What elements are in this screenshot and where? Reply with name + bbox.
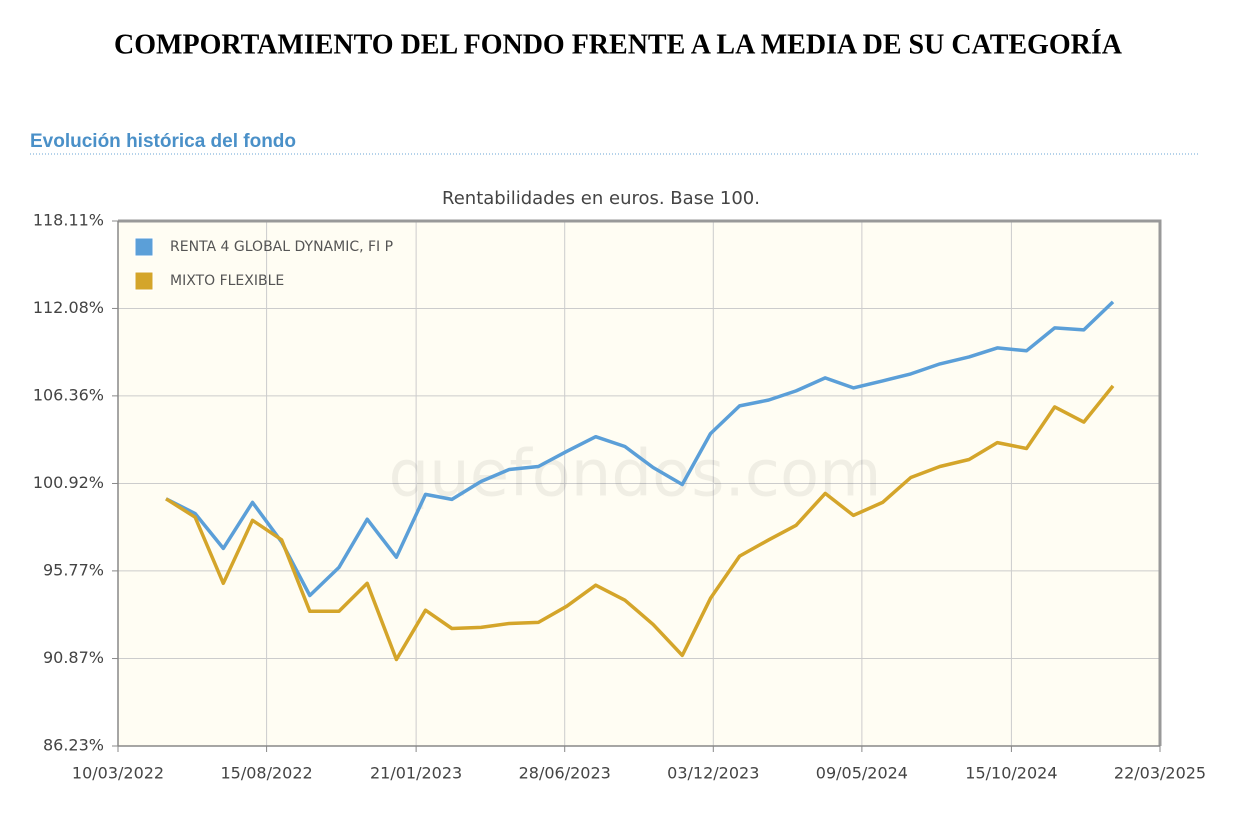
x-tick-label: 03/12/2023 xyxy=(667,764,759,783)
x-tick-label: 10/03/2022 xyxy=(72,764,164,783)
legend-swatch xyxy=(134,237,154,257)
section-title: Evolución histórica del fondo xyxy=(30,131,296,152)
x-tick-label: 15/10/2024 xyxy=(965,764,1057,783)
x-tick-label: 28/06/2023 xyxy=(519,764,611,783)
y-tick-label: 86.23% xyxy=(43,736,104,755)
y-tick-label: 90.87% xyxy=(43,648,104,667)
x-tick-label: 22/03/2025 xyxy=(1114,764,1206,783)
plot-border xyxy=(118,219,1162,746)
series-line xyxy=(165,384,1115,662)
chart-title: Rentabilidades en euros. Base 100. xyxy=(442,188,760,209)
legend-swatch xyxy=(134,271,154,291)
x-tick-label: 15/08/2022 xyxy=(220,764,312,783)
y-tick-label: 95.77% xyxy=(43,560,104,579)
legend-label: MIXTO FLEXIBLE xyxy=(170,273,284,289)
y-tick-label: 106.36% xyxy=(33,385,104,404)
legend-label: RENTA 4 GLOBAL DYNAMIC, FI P xyxy=(170,239,393,255)
y-tick-label: 100.92% xyxy=(33,473,104,492)
x-tick-label: 09/05/2024 xyxy=(816,764,908,783)
x-tick-label: 21/01/2023 xyxy=(370,764,462,783)
y-tick-label: 118.11% xyxy=(33,211,104,230)
series-line xyxy=(165,300,1115,598)
watermark: quefondos.com xyxy=(389,438,882,512)
y-tick-label: 112.08% xyxy=(33,298,104,317)
page-title: COMPORTAMIENTO DEL FONDO FRENTE A LA MED… xyxy=(114,29,1123,60)
